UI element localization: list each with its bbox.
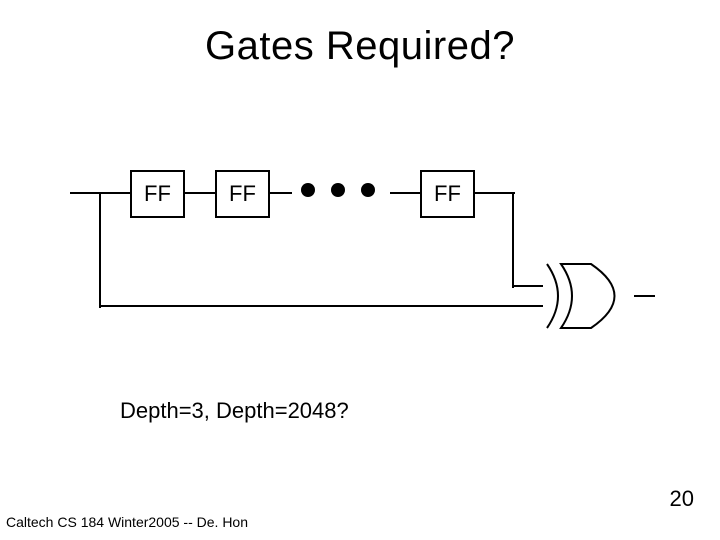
flipflop-label: FF <box>144 183 171 205</box>
flipflop-label: FF <box>229 183 256 205</box>
wire-to-gate-top <box>513 285 543 287</box>
xor-gate-icon <box>543 264 663 332</box>
ellipsis-dot <box>331 183 345 197</box>
lfsr-diagram: FF FF FF <box>70 160 670 360</box>
flipflop-box: FF <box>130 170 185 218</box>
footer-text: Caltech CS 184 Winter2005 -- De. Hon <box>6 514 248 530</box>
wire-dots-ff3 <box>390 192 420 194</box>
wire-feedback-vert <box>99 193 101 308</box>
flipflop-label: FF <box>434 183 461 205</box>
wire-feedback-horiz <box>100 305 543 307</box>
wire-ff3-out <box>475 192 515 194</box>
ellipsis-dot <box>361 183 375 197</box>
flipflop-box: FF <box>420 170 475 218</box>
depth-question: Depth=3, Depth=2048? <box>120 398 349 424</box>
wire-ff2-dots <box>270 192 292 194</box>
ellipsis-dot <box>301 183 315 197</box>
slide: Gates Required? FF FF FF <box>0 0 720 540</box>
slide-title: Gates Required? <box>0 24 720 69</box>
flipflop-box: FF <box>215 170 270 218</box>
wire-ff1-ff2 <box>185 192 215 194</box>
page-number: 20 <box>670 486 694 512</box>
wire-drop <box>512 193 514 288</box>
